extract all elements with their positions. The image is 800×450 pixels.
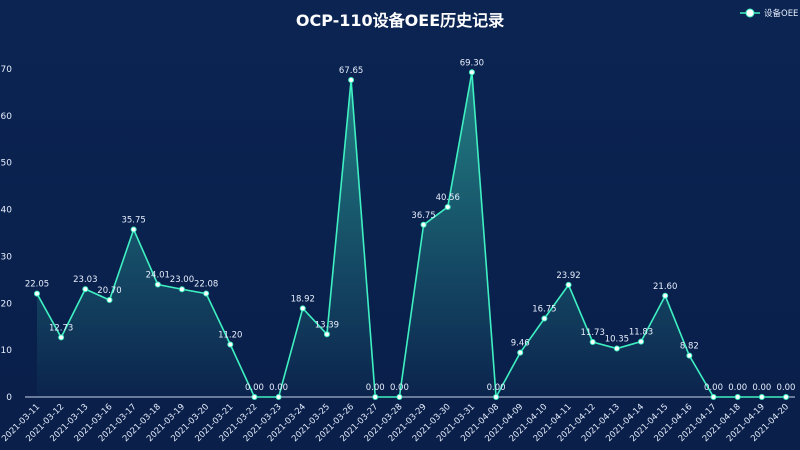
value-label: 18.92 — [291, 294, 315, 304]
value-label: 69.30 — [460, 58, 484, 68]
value-label: 11.20 — [218, 331, 242, 341]
y-tick-label: 70 — [1, 65, 13, 75]
value-label: 24.01 — [146, 270, 170, 280]
y-tick-label: 60 — [1, 112, 13, 122]
y-tick-label: 20 — [1, 299, 13, 309]
point — [396, 394, 403, 400]
value-label: 0.00 — [487, 383, 506, 393]
point — [662, 292, 669, 299]
value-label: 0.00 — [704, 383, 723, 393]
point — [227, 341, 234, 348]
value-label: 0.00 — [390, 383, 409, 393]
value-label: 9.46 — [511, 339, 530, 349]
point — [589, 339, 596, 346]
value-label: 0.00 — [269, 383, 288, 393]
value-label: 40.56 — [436, 193, 460, 203]
point — [82, 286, 89, 293]
point — [783, 394, 789, 400]
point — [106, 297, 113, 304]
value-label: 13.39 — [315, 320, 339, 330]
value-label: 23.92 — [556, 271, 580, 281]
value-label: 23.00 — [170, 275, 194, 285]
point — [758, 394, 765, 400]
value-label: 10.35 — [605, 335, 629, 345]
legend-label: 设备OEE — [764, 8, 798, 19]
value-label: 0.00 — [728, 383, 747, 393]
point — [178, 286, 185, 293]
point — [638, 338, 645, 345]
value-label: 12.73 — [49, 323, 73, 333]
value-label: 21.60 — [653, 282, 677, 292]
line — [36, 72, 786, 400]
y-tick-label: 10 — [1, 346, 13, 356]
point — [251, 394, 258, 400]
value-label: 11.73 — [581, 328, 605, 338]
point — [444, 203, 451, 210]
point — [734, 394, 741, 400]
point — [517, 349, 524, 356]
point — [203, 290, 210, 297]
point — [130, 226, 137, 233]
value-label: 0.00 — [777, 383, 796, 393]
point — [154, 281, 161, 288]
value-label: 23.03 — [73, 275, 97, 285]
point — [275, 394, 282, 400]
value-label: 11.83 — [629, 328, 653, 338]
point — [420, 221, 427, 228]
point — [323, 331, 330, 338]
point — [372, 394, 379, 400]
area — [37, 72, 786, 397]
y-tick-label: 50 — [1, 159, 13, 169]
value-label: 22.08 — [194, 280, 218, 290]
point — [493, 394, 500, 400]
value-label: 0.00 — [366, 383, 385, 393]
value-label: 35.75 — [121, 215, 145, 225]
point — [299, 305, 306, 312]
legend-marker — [745, 8, 755, 18]
point — [58, 334, 65, 341]
point — [686, 352, 693, 359]
value-label: 16.75 — [532, 305, 556, 315]
y-tick-label: 40 — [1, 206, 13, 216]
value-label: 0.00 — [245, 383, 264, 393]
value-label: 22.05 — [25, 280, 49, 290]
point — [34, 290, 40, 297]
value-label: 0.00 — [752, 383, 771, 393]
value-label: 20.70 — [97, 286, 121, 296]
value-label: 36.75 — [411, 211, 435, 221]
point — [541, 315, 548, 322]
point — [565, 281, 572, 288]
point — [348, 77, 355, 84]
point — [468, 69, 475, 76]
value-label: 8.82 — [680, 342, 699, 352]
chart-title: OCP-110设备OEE历史记录 — [296, 11, 504, 30]
value-label: 67.65 — [339, 66, 363, 76]
y-tick-label: 30 — [1, 252, 13, 262]
point — [613, 345, 620, 352]
point — [710, 394, 717, 400]
y-tick-label: 0 — [6, 393, 12, 403]
